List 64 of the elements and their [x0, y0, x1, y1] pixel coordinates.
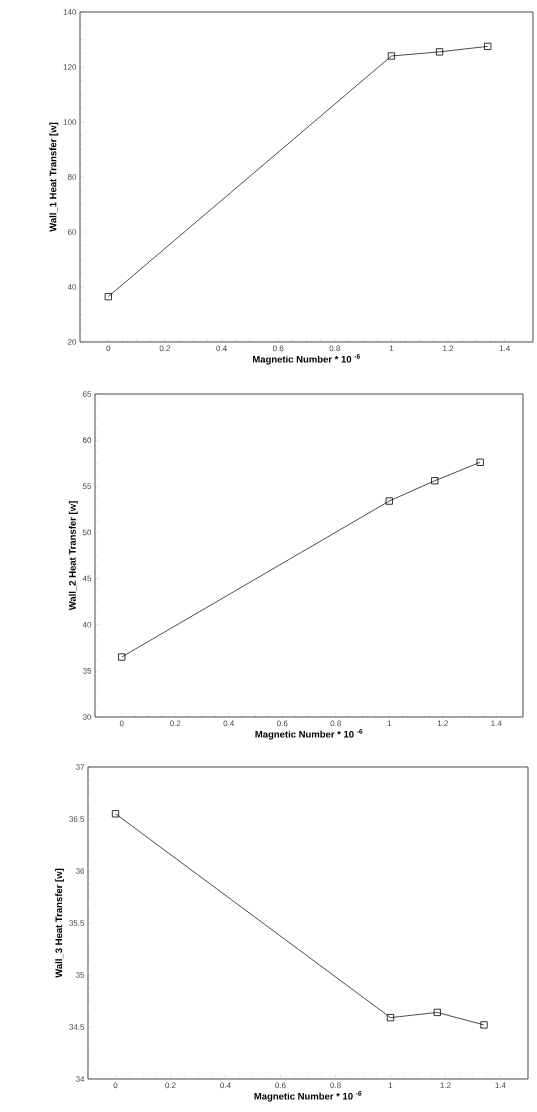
x-tick-label: 0.2: [170, 720, 181, 727]
x-tick-label: 1: [387, 720, 392, 727]
point: [480, 1021, 488, 1029]
point: [431, 477, 439, 485]
y-tick-label: 40: [82, 621, 92, 628]
x-tick-label: 0.8: [330, 1082, 341, 1089]
x-tick-label: 1.2: [437, 720, 448, 727]
y-tick-label: 34: [75, 1076, 85, 1082]
x-tick-label: 0.6: [277, 720, 288, 727]
y-tick-label: 30: [82, 714, 92, 720]
x-tick-label: 0.6: [275, 1082, 286, 1089]
point: [118, 653, 126, 661]
y-tick-label: 100: [63, 119, 77, 125]
y-tick-label: 55: [82, 483, 92, 490]
y-tick-label: 45: [82, 575, 92, 582]
x-tick-label: 0.2: [159, 345, 171, 352]
point: [433, 1008, 441, 1017]
x-tick-label: 0.4: [223, 720, 235, 727]
y-tick-label: 36: [75, 868, 85, 874]
point: [484, 42, 492, 50]
x-tick-label: 1.4: [499, 345, 511, 352]
y-tick-label: 65: [82, 391, 92, 397]
x-tick-label: 1.2: [440, 1082, 451, 1089]
y-tick-label: 60: [82, 437, 92, 443]
x-tick-label: 0: [113, 1082, 118, 1089]
x-tick-label: 0.8: [330, 720, 341, 727]
y-axis-title: Wall_3 Heat Transfer [w]: [55, 868, 65, 978]
point: [386, 1014, 395, 1022]
x-axis-title: Magnetic Number * 10 $^{-6}$: [252, 354, 360, 365]
y-tick-label: 35: [82, 668, 92, 674]
x-tick-label: 0: [106, 345, 111, 352]
point: [104, 293, 112, 301]
x-axis-title: Magnetic Number * 10 $^{-6}$: [254, 1091, 362, 1102]
y-axis-title: Wall_1 Heat Transfer [w]: [49, 122, 59, 232]
x-tick-label: 1: [389, 345, 394, 352]
y-tick-label: 60: [67, 229, 77, 235]
x-tick-label: 0.8: [329, 345, 341, 352]
point: [387, 52, 396, 60]
y-axis-title: Wall_2 Heat Transfer [w]: [68, 501, 78, 611]
x-tick-label: 1.4: [495, 1082, 506, 1089]
y-tick-label: 34.5: [69, 1024, 85, 1030]
y-tick-label: 40: [67, 284, 77, 290]
y-tick-label: 140: [63, 9, 77, 15]
y-tick-label: 50: [82, 529, 92, 536]
x-axis-title: Magnetic Number * 10 $^{-6}$: [255, 729, 363, 740]
y-tick-label: 36.5: [69, 816, 85, 822]
x-tick-label: 0.6: [272, 345, 284, 352]
point: [111, 810, 120, 818]
x-tick-label: 1.2: [443, 345, 454, 352]
x-tick-label: 0: [119, 720, 124, 727]
y-tick-label: 80: [67, 174, 77, 180]
x-tick-label: 1: [388, 1082, 393, 1089]
point: [385, 497, 393, 505]
y-tick-label: 35.5: [69, 920, 85, 926]
y-tick-label: 37: [75, 764, 85, 770]
x-tick-label: 0.2: [165, 1082, 176, 1089]
y-tick-label: 20: [67, 339, 77, 345]
y-tick-label: 35: [75, 972, 85, 978]
point: [476, 458, 484, 466]
x-tick-label: 0.4: [216, 345, 227, 352]
x-tick-label: 1.4: [491, 720, 502, 727]
point: [435, 48, 444, 56]
y-tick-label: 120: [63, 64, 77, 70]
x-tick-label: 0.4: [220, 1082, 231, 1089]
